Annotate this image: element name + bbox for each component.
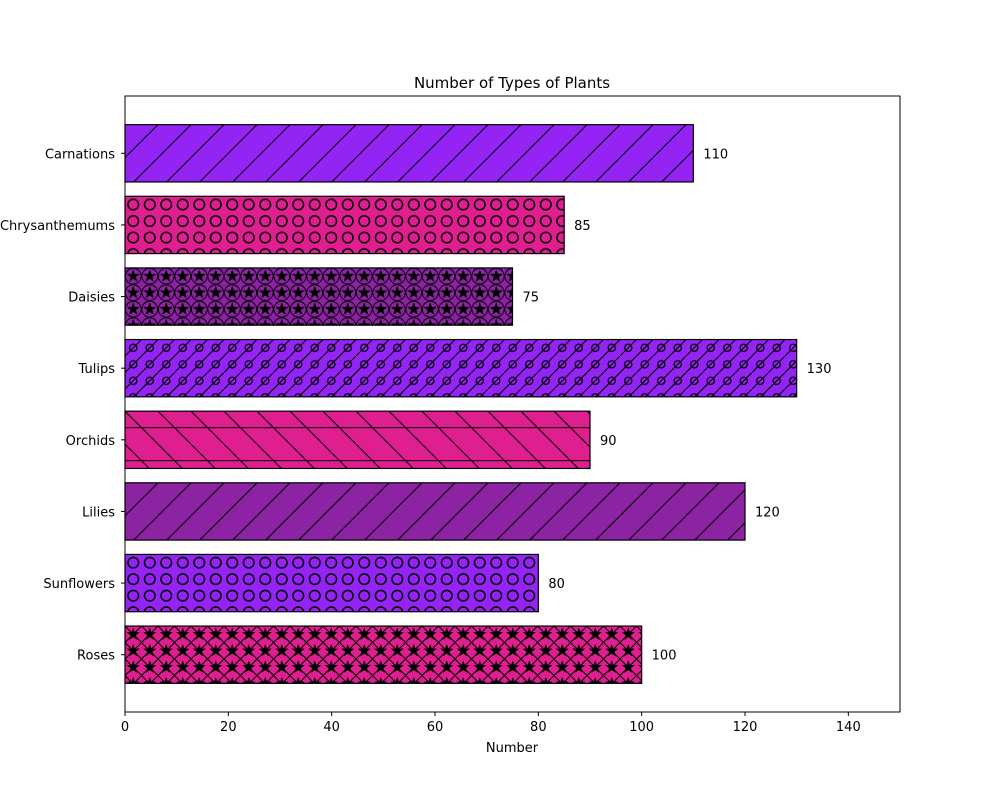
bar-value-label: 85	[574, 219, 591, 234]
y-axis-ticks: Roses Sunflowers Lilies Orchids Tulips Daisie…	[0, 147, 125, 664]
x-tick-label: 100	[629, 720, 654, 735]
bar-value-label: 75	[523, 291, 540, 306]
y-tick-label: Tulips	[78, 362, 116, 377]
x-tick-label: 80	[530, 720, 547, 735]
bar-lilies	[124, 482, 746, 541]
bar-hatch-overlay	[125, 339, 797, 397]
y-tick-label: Carnations	[45, 147, 115, 162]
y-tick-label: Daisies	[68, 291, 115, 306]
x-axis-ticks: 0 20 40 60 80 100 120 140	[121, 712, 861, 735]
bar-sunflowers	[124, 553, 539, 613]
x-tick-label: 60	[427, 720, 444, 735]
y-tick-label: Chrysanthemums	[0, 219, 115, 234]
y-tick-label: Sunflowers	[43, 577, 115, 592]
bar-value-label: 90	[600, 434, 617, 449]
y-tick-label: Lilies	[82, 505, 115, 520]
bar-chrysanthemums	[124, 195, 565, 255]
chart-title: Number of Types of Plants	[414, 74, 610, 92]
bar-value-label: 110	[703, 147, 728, 162]
bar-value-labels: 100 80 120 90 130 75 85 110	[523, 147, 832, 663]
y-tick-label: Roses	[77, 649, 115, 664]
bar-orchids	[124, 410, 591, 470]
x-tick-label: 140	[836, 720, 861, 735]
plot-frame	[124, 95, 901, 713]
bar-roses	[124, 625, 643, 684]
bars-layer	[124, 124, 798, 684]
y-tick-label: Orchids	[66, 434, 116, 449]
bar-value-label: 130	[807, 362, 832, 377]
x-tick-label: 0	[121, 720, 129, 735]
x-axis-label: Number	[486, 741, 539, 756]
x-tick-label: 20	[220, 720, 237, 735]
bar-value-label: 120	[755, 505, 780, 520]
bar-daisies	[124, 267, 514, 326]
bar-carnations	[124, 124, 694, 183]
x-tick-label: 120	[733, 720, 758, 735]
x-tick-label: 40	[323, 720, 340, 735]
bar-value-label: 100	[652, 649, 677, 664]
bar-value-label: 80	[548, 577, 565, 592]
